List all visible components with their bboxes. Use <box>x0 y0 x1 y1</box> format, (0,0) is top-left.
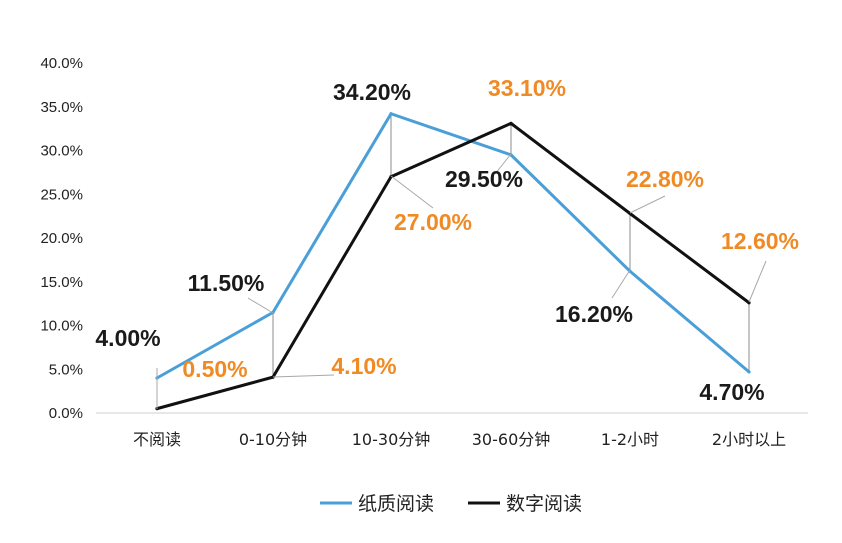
data-point <box>509 121 513 125</box>
y-tick-label: 20.0% <box>40 230 83 247</box>
data-label: 29.50% <box>445 166 523 192</box>
data-label: 27.00% <box>394 209 472 235</box>
data-label: 4.00% <box>95 325 160 351</box>
y-tick-label: 25.0% <box>40 186 83 203</box>
label-leader-line <box>272 374 335 378</box>
x-tick-label: 0-10分钟 <box>239 430 307 449</box>
x-tick-label: 2小时以上 <box>712 430 786 449</box>
series-line-digital <box>155 121 751 411</box>
label-leader-line <box>629 195 666 214</box>
data-label: 22.80% <box>626 166 704 192</box>
data-label: 12.60% <box>721 228 799 254</box>
x-tick-label: 10-30分钟 <box>352 430 431 449</box>
x-tick-label: 不阅读 <box>133 430 181 449</box>
data-point <box>389 175 393 179</box>
data-label: 33.10% <box>488 75 566 101</box>
label-leader-line <box>494 153 512 175</box>
legend-label: 数字阅读 <box>506 493 582 515</box>
data-label: 16.20% <box>555 301 633 327</box>
data-label: 11.50% <box>188 270 265 296</box>
data-point <box>389 112 393 116</box>
legend-label: 纸质阅读 <box>358 493 434 515</box>
y-tick-label: 35.0% <box>40 99 83 116</box>
label-leader-line <box>247 297 274 314</box>
series-line-paper <box>155 112 751 380</box>
data-label: 34.20% <box>333 79 411 105</box>
y-tick-label: 10.0% <box>40 318 83 335</box>
label-leader-line <box>748 260 767 303</box>
y-tick-label: 0.0% <box>49 405 83 422</box>
label-leader-line <box>611 269 631 299</box>
data-label: 4.10% <box>331 353 396 379</box>
label-leader-line <box>390 175 434 209</box>
data-label: 0.50% <box>182 356 247 382</box>
y-tick-label: 15.0% <box>40 274 83 291</box>
data-point <box>271 375 275 379</box>
y-tick-label: 40.0% <box>40 55 83 72</box>
y-tick-label: 30.0% <box>40 143 83 160</box>
data-point <box>747 301 751 305</box>
data-point <box>747 370 751 374</box>
x-tick-label: 1-2小时 <box>601 430 659 449</box>
y-tick-label: 5.0% <box>49 361 83 378</box>
x-tick-label: 30-60分钟 <box>472 430 551 449</box>
data-point <box>271 310 275 314</box>
data-label: 4.70% <box>699 379 764 405</box>
